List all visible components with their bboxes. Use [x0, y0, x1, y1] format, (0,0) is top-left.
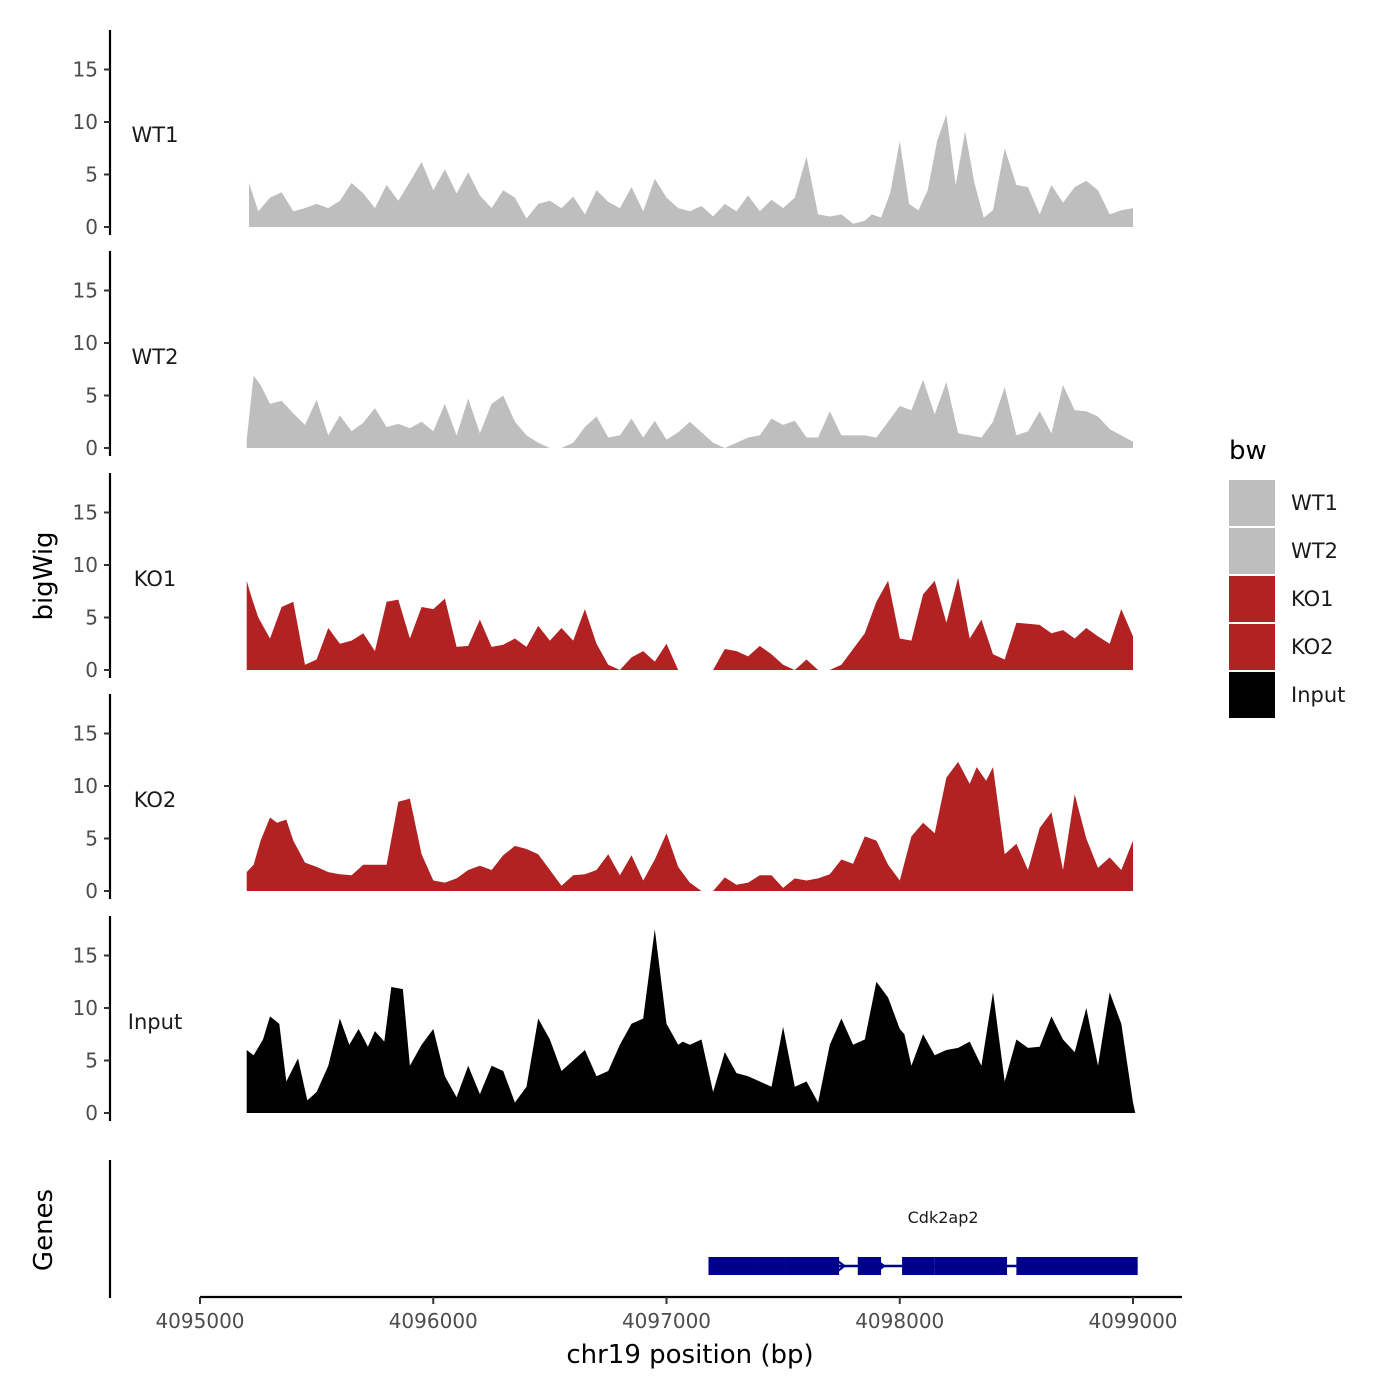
y-axis-title: bigWig — [29, 531, 59, 620]
gene-exon — [902, 1257, 935, 1275]
gene-exon — [934, 1257, 1008, 1275]
x-tick-label: 4095000 — [155, 1309, 244, 1333]
y-tick-label: 0 — [85, 658, 98, 682]
legend-label-ko1: KO1 — [1291, 587, 1334, 611]
legend-title: bw — [1229, 436, 1267, 466]
y-tick-label: 15 — [73, 722, 98, 746]
y-tick-label: 5 — [85, 827, 98, 851]
coverage-tracks: 0 5 10 15 WT1 0 5 10 15 WT2 0 5 10 15 KO1 0 5 10 15 KO2 0 5 10… — [73, 30, 1136, 1125]
y-tick-label: 10 — [73, 331, 98, 355]
track-wt1: 0 5 10 15 WT1 — [73, 30, 1133, 239]
gene-cdk2ap2: Cdk2ap2 — [708, 1208, 1138, 1275]
legend-swatch-ko1 — [1229, 576, 1275, 622]
x-tick-label: 4097000 — [622, 1309, 711, 1333]
y-tick-label: 5 — [85, 1049, 98, 1073]
y-tick-label: 5 — [85, 384, 98, 408]
y-tick-label: 10 — [73, 774, 98, 798]
y-tick-label: 15 — [73, 279, 98, 303]
y-tick-label: 10 — [73, 110, 98, 134]
gene-exon — [757, 1257, 786, 1275]
coverage-area-ko1 — [246, 577, 1133, 670]
gene-exon — [785, 1257, 840, 1275]
track-label: WT2 — [132, 345, 179, 369]
y-tick-label: 0 — [85, 215, 98, 239]
y-tick-label: 10 — [73, 996, 98, 1020]
legend-swatch-wt2 — [1229, 528, 1275, 574]
gene-exon — [1016, 1257, 1138, 1275]
gene-exon — [857, 1257, 882, 1275]
x-axis: 4095000 4096000 4097000 4098000 4099000 — [155, 1295, 1182, 1333]
coverage-area-input — [246, 929, 1136, 1113]
track-label: KO2 — [134, 788, 177, 812]
gene-exon — [708, 1257, 758, 1275]
legend-label-wt2: WT2 — [1291, 539, 1338, 563]
track-ko2: 0 5 10 15 KO2 — [73, 694, 1133, 903]
y-tick-label: 0 — [85, 436, 98, 460]
y-tick-label: 15 — [73, 944, 98, 968]
x-axis-title: chr19 position (bp) — [566, 1340, 813, 1370]
track-label: WT1 — [132, 123, 179, 147]
coverage-area-wt2 — [246, 375, 1133, 448]
legend-swatch-wt1 — [1229, 480, 1275, 526]
y-tick-label: 15 — [73, 58, 98, 82]
coverage-area-wt1 — [249, 114, 1133, 227]
track-label: KO1 — [134, 567, 177, 591]
track-input: 0 5 10 15 Input — [73, 916, 1136, 1125]
legend-swatch-ko2 — [1229, 624, 1275, 670]
legend-label-wt1: WT1 — [1291, 491, 1338, 515]
x-tick-label: 4098000 — [855, 1309, 944, 1333]
y-tick-label: 10 — [73, 553, 98, 577]
y-tick-label: 15 — [73, 501, 98, 525]
gene-name-label: Cdk2ap2 — [908, 1208, 979, 1227]
legend-swatch-input — [1229, 672, 1275, 718]
coverage-area-ko2 — [246, 761, 1133, 891]
legend-label-input: Input — [1291, 683, 1345, 707]
track-ko1: 0 5 10 15 KO1 — [73, 473, 1133, 682]
y-tick-label: 0 — [85, 879, 98, 903]
legend-label-ko2: KO2 — [1291, 635, 1334, 659]
genes-track: Cdk2ap2 — [108, 1160, 1138, 1298]
legend: bw WT1 WT2 KO1 KO2 Input — [1229, 436, 1345, 718]
y-tick-label: 5 — [85, 163, 98, 187]
track-label: Input — [128, 1010, 182, 1034]
track-wt2: 0 5 10 15 WT2 — [73, 251, 1133, 460]
y-tick-label: 0 — [85, 1101, 98, 1125]
x-tick-label: 4099000 — [1088, 1309, 1177, 1333]
y-tick-label: 5 — [85, 606, 98, 630]
genes-axis-title: Genes — [29, 1189, 59, 1271]
x-tick-label: 4096000 — [389, 1309, 478, 1333]
